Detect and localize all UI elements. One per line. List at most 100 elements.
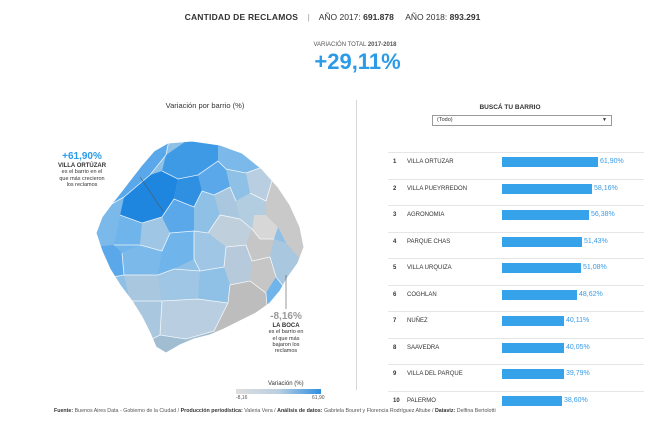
ranking-row[interactable]: 6 COGHLAN 48,62% xyxy=(388,284,644,312)
map-region[interactable] xyxy=(194,231,226,271)
search-title: BUSCÁ TU BARRIO xyxy=(479,104,541,111)
footer-production: Valeria Vera / xyxy=(244,408,276,414)
header-summary: CANTIDAD DE RECLAMOS | AÑO 2017: 691.878… xyxy=(0,12,665,22)
ranking-percentage: 58,16% xyxy=(594,184,618,192)
ranking-barrio-name: COGHLAN xyxy=(407,291,437,298)
footer-production-label: Producción periodística: xyxy=(180,408,243,414)
year-2017-value: 691.878 xyxy=(363,12,394,22)
footer-source: Buenos Aires Data - Gobierno de la Ciuda… xyxy=(74,408,180,414)
map-region[interactable] xyxy=(90,275,130,315)
ranking-barrio-name: VILLA PUEYRREDON xyxy=(407,185,468,192)
map-region[interactable] xyxy=(214,187,240,219)
callout-top-pct: +61,90% xyxy=(62,151,102,162)
ranking-row[interactable]: 9 VILLA DEL PARQUE 39,79% xyxy=(388,364,644,391)
map-region[interactable] xyxy=(160,299,228,339)
header-title: CANTIDAD DE RECLAMOS xyxy=(184,12,299,22)
footer-source-label: Fuente: xyxy=(54,408,74,414)
legend-max: 61,90 xyxy=(312,395,325,401)
ranking-barrio-name: SAAVEDRA xyxy=(407,344,440,351)
map-region[interactable] xyxy=(226,169,250,201)
variation-years: 2017-2018 xyxy=(367,42,397,48)
ranking-barrio-name: PARQUE CHAS xyxy=(407,238,451,245)
ranking-barrio-name: PALERMO xyxy=(407,397,436,404)
ranking-bar xyxy=(502,263,581,273)
ranking-row[interactable]: 1 VILLA ORTUZAR 61,90% xyxy=(388,152,644,179)
ranking-row[interactable]: 2 VILLA PUEYRREDON 58,16% xyxy=(388,178,644,206)
legend-gradient xyxy=(236,389,321,394)
map-region[interactable] xyxy=(158,269,200,301)
chevron-down-icon[interactable]: ▼ xyxy=(602,117,607,123)
map-region[interactable] xyxy=(114,215,142,253)
map-region[interactable] xyxy=(162,199,194,233)
ranking-row[interactable]: 5 VILLA URQUIZA 51,08% xyxy=(388,258,644,285)
variation-value: +29,11% xyxy=(314,49,401,74)
callout-bottom-pct: -8,16% xyxy=(270,311,302,322)
map-region[interactable] xyxy=(246,229,274,261)
map-region[interactable] xyxy=(224,245,252,285)
callout-bottom-line2: el que más xyxy=(272,335,300,342)
ranking-percentage: 51,43% xyxy=(584,237,608,245)
ranking-row[interactable]: 4 PARQUE CHAS 51,43% xyxy=(388,231,644,259)
map-region[interactable] xyxy=(198,267,230,303)
year-2018-value: 893.291 xyxy=(449,12,481,22)
ranking-percentage: 40,05% xyxy=(566,343,590,351)
map-region[interactable] xyxy=(246,165,272,201)
ranking-position: 6 xyxy=(393,291,397,298)
map-region[interactable] xyxy=(122,245,162,275)
ranking-position: 3 xyxy=(393,212,397,218)
map-region[interactable] xyxy=(158,231,194,275)
map-region[interactable] xyxy=(266,181,320,259)
callout-bottom-line3: bajaron los xyxy=(272,342,300,349)
ranking-bar xyxy=(502,289,577,300)
ranking-barrio-name: NUÑEZ xyxy=(407,318,428,324)
ranking-bar xyxy=(502,369,564,379)
footer-credits: Fuente: Buenos Aires Data - Gobierno de … xyxy=(54,408,496,414)
callout-villa-ortuzar: +61,90% VILLA ORTÚZAR es el barrio en el… xyxy=(52,151,112,188)
ranking-position: 4 xyxy=(393,238,397,245)
ranking-bar xyxy=(502,183,592,194)
callout-la-boca: -8,16% LA BOCA es el barrio en el que má… xyxy=(256,311,316,355)
ranking-row[interactable]: 7 NUÑEZ 40,11% xyxy=(388,311,644,338)
map-region[interactable] xyxy=(120,171,178,223)
ranking-bar xyxy=(502,316,564,326)
variation-label: VARIACIÓN TOTAL 2017-2018 xyxy=(0,42,665,48)
ranking-position: 10 xyxy=(393,397,400,404)
ranking-row[interactable]: 10 PALERMO 38,60% xyxy=(388,390,644,418)
barrio-select[interactable]: (Todo) ▼ xyxy=(432,115,612,126)
panel-divider xyxy=(356,100,357,390)
ranking-barrio-name: AGRONOMIA xyxy=(407,212,445,218)
map-outline xyxy=(95,140,305,354)
ranking-barrio-name: VILLA DEL PARQUE xyxy=(407,371,463,377)
ranking-position: 7 xyxy=(393,318,397,324)
map-region[interactable] xyxy=(140,217,170,251)
barrio-select-value: (Todo) xyxy=(437,117,453,123)
ranking-percentage: 39,79% xyxy=(566,370,590,377)
map-region[interactable] xyxy=(174,175,202,207)
map-region[interactable] xyxy=(250,257,276,293)
map-region[interactable] xyxy=(252,215,278,239)
map-region[interactable] xyxy=(124,275,162,301)
ranking-row[interactable]: 8 SAAVEDRA 40,05% xyxy=(388,337,644,365)
ranking-percentage: 61,90% xyxy=(600,158,624,165)
footer-dataviz-label: Dataviz: xyxy=(434,408,456,414)
map-region[interactable] xyxy=(162,135,220,179)
callout-top-line1: es el barrio en el xyxy=(61,169,103,176)
ranking-row[interactable]: 3 AGRONOMIA 56,38% xyxy=(388,205,644,232)
ranking-position: 8 xyxy=(393,344,397,351)
variation-label-text: VARIACIÓN TOTAL xyxy=(313,42,367,48)
callout-bottom-line4: reclamos xyxy=(274,348,298,355)
map-title: Variación por barrio (%) xyxy=(165,101,245,110)
ranking-table: 1 VILLA ORTUZAR 61,90% 2 VILLA PUEYRREDON 58,… xyxy=(388,152,644,417)
callout-line-top xyxy=(139,176,164,212)
map-region[interactable] xyxy=(236,193,266,229)
map-region[interactable] xyxy=(194,191,220,233)
map-region[interactable] xyxy=(208,215,252,247)
footer-dataviz: Delfina Bertolotti xyxy=(456,408,496,414)
ranking-barrio-name: VILLA URQUIZA xyxy=(407,265,452,271)
choropleth-map[interactable] xyxy=(90,135,320,370)
ranking-bar xyxy=(502,157,598,167)
ranking-percentage: 51,08% xyxy=(583,264,607,271)
ranking-position: 5 xyxy=(393,265,397,271)
callout-top-line3: los reclamos xyxy=(66,182,98,189)
ranking-position: 9 xyxy=(393,371,397,377)
